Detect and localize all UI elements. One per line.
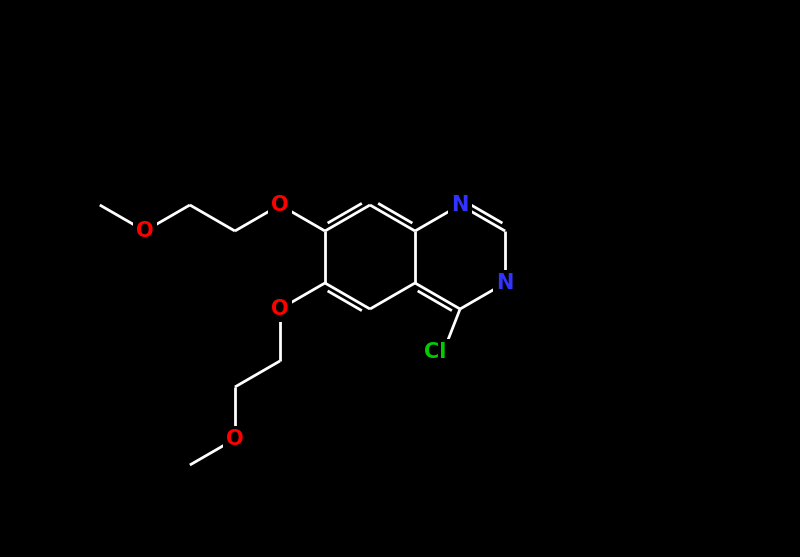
Text: O: O <box>271 299 289 319</box>
Text: O: O <box>136 221 154 241</box>
Text: N: N <box>497 273 514 293</box>
Text: O: O <box>226 429 244 449</box>
Text: Cl: Cl <box>424 342 446 362</box>
Text: O: O <box>271 195 289 215</box>
Text: N: N <box>451 195 469 215</box>
